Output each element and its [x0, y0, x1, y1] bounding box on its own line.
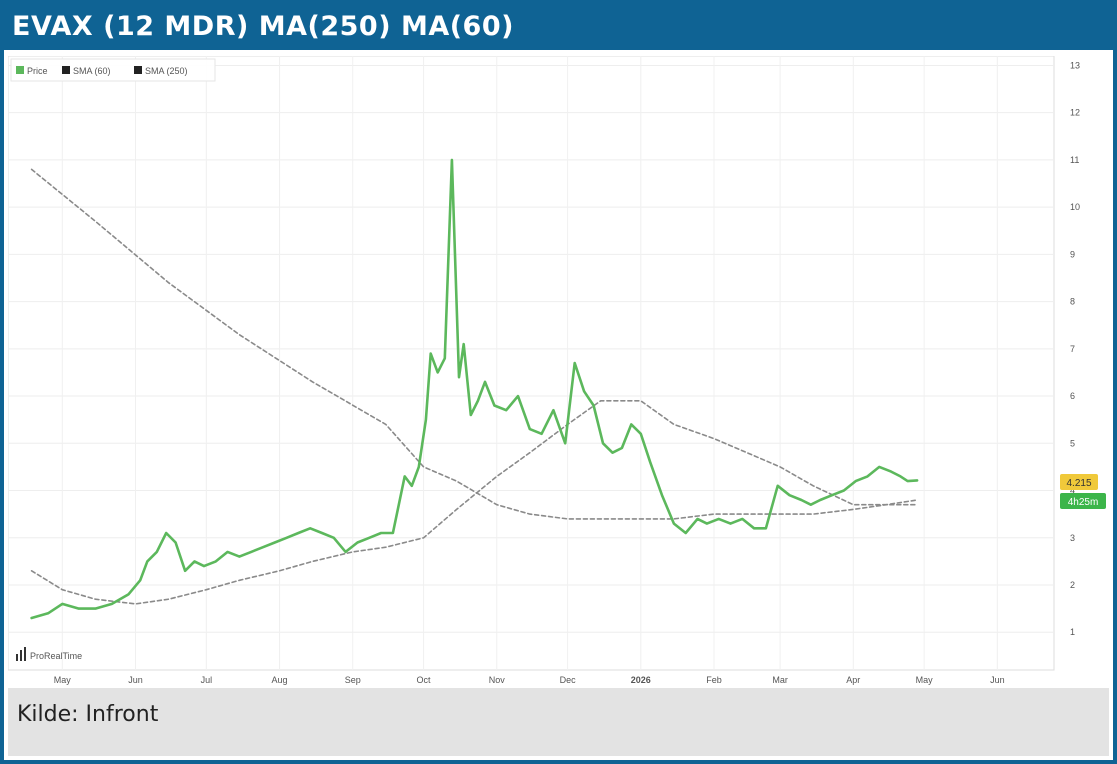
- y-tick-label: 7: [1070, 344, 1075, 354]
- x-tick-label: Jul: [201, 675, 213, 685]
- x-tick-label: Mar: [772, 675, 788, 685]
- price-value-badge: 4.215: [1060, 474, 1098, 490]
- y-tick-label: 4: [1070, 486, 1075, 496]
- legend-swatch-sma60: [62, 66, 70, 74]
- y-tick-label: 11: [1070, 155, 1079, 165]
- sma-badge-text: 4h25m: [1068, 497, 1099, 508]
- y-tick-label: 12: [1070, 108, 1080, 118]
- x-tick-label: Dec: [560, 675, 577, 685]
- series-line-sma-250: [30, 168, 918, 520]
- x-tick-label: Jun: [128, 675, 143, 685]
- y-tick-label: 8: [1070, 297, 1075, 307]
- x-tick-label: 2026: [631, 675, 651, 685]
- series-layer: [30, 158, 919, 620]
- sma-badge-bg: [1060, 493, 1106, 509]
- y-tick-label: 6: [1070, 391, 1075, 401]
- x-tick-label: Sep: [345, 675, 361, 685]
- x-tick-label: May: [916, 675, 934, 685]
- gridlines: [8, 56, 1054, 670]
- x-tick-label: Apr: [846, 675, 860, 685]
- x-tick-label: May: [54, 675, 72, 685]
- plot-area: [7, 55, 1055, 671]
- legend-box: [10, 58, 216, 82]
- x-tick-label: Feb: [706, 675, 722, 685]
- x-axis: May Jun Jul Aug Sep Oct Nov Dec 2026 Feb Mar Apr May…: [54, 675, 1005, 685]
- legend-label-sma60: SMA (60): [73, 66, 111, 76]
- legend-label-sma250: SMA (250): [145, 66, 188, 76]
- price-badge-text: 4.215: [1066, 478, 1091, 489]
- price-badge-bg: [1060, 474, 1098, 490]
- y-tick-label: 5: [1070, 438, 1075, 448]
- watermark: ProRealTime: [16, 647, 82, 661]
- y-tick-label: 3: [1070, 533, 1075, 543]
- title-bar: EVAX (12 MDR) MA(250) MA(60): [4, 4, 1113, 50]
- source-bar: Kilde: Infront: [8, 688, 1109, 756]
- legend: Price SMA (60) SMA (250): [10, 58, 216, 82]
- source-label: Kilde: Infront: [17, 702, 159, 727]
- y-tick-label: 2: [1070, 580, 1075, 590]
- chart-area: 1 2 3 4 5 6 7 8 9 10 11 12 13 May Jun Jul Aug Sep Oct Nov D…: [7, 55, 1107, 688]
- y-tick-label: 13: [1070, 60, 1080, 70]
- legend-swatch-price: [16, 66, 24, 74]
- x-tick-label: Jun: [990, 675, 1005, 685]
- y-tick-label: 9: [1070, 249, 1075, 259]
- series-line-price: [30, 158, 919, 620]
- x-tick-label: Aug: [272, 675, 288, 685]
- x-tick-label: Nov: [489, 675, 506, 685]
- legend-swatch-sma250: [134, 66, 142, 74]
- series-line-sma-60: [30, 399, 918, 605]
- y-tick-label: 10: [1070, 202, 1080, 212]
- watermark-bar-icon: [16, 654, 18, 661]
- watermark-text: ProRealTime: [30, 651, 82, 661]
- chart-title: EVAX (12 MDR) MA(250) MA(60): [12, 11, 514, 42]
- x-tick-label: Oct: [417, 675, 432, 685]
- y-tick-label: 1: [1070, 627, 1075, 637]
- watermark-bar-icon: [20, 650, 22, 661]
- legend-label-price: Price: [27, 66, 48, 76]
- sma-value-badge: 4h25m: [1060, 493, 1106, 509]
- watermark-bar-icon: [24, 647, 26, 661]
